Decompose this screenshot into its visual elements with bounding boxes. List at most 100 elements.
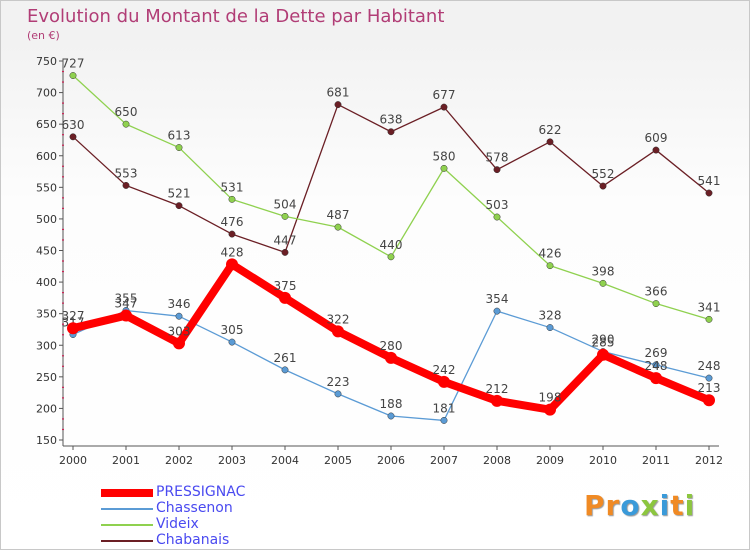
data-point [281, 212, 289, 220]
x-tick-label: 2000 [59, 454, 87, 467]
data-label: 681 [327, 86, 350, 100]
data-label: 578 [486, 151, 509, 165]
data-point [652, 361, 660, 369]
data-point [332, 325, 344, 338]
data-point [599, 279, 607, 287]
data-point [440, 164, 448, 172]
data-label: 285 [592, 336, 615, 350]
data-label: 322 [327, 312, 350, 326]
data-label: 269 [645, 346, 668, 360]
data-label: 398 [592, 264, 615, 278]
data-point [599, 182, 607, 190]
y-tick-label: 600 [36, 150, 57, 163]
data-point [385, 351, 397, 364]
data-point [69, 72, 77, 79]
data-label: 553 [115, 166, 138, 180]
data-label: 355 [115, 292, 138, 306]
data-point [387, 253, 395, 261]
y-tick-label: 550 [36, 181, 57, 194]
x-tick-label: 2001 [112, 454, 140, 467]
data-point [67, 322, 79, 335]
x-tick-label: 2012 [695, 454, 723, 467]
data-label: 503 [486, 198, 509, 212]
x-tick-label: 2011 [642, 454, 670, 467]
x-tick-label: 2010 [589, 454, 617, 467]
data-point [334, 223, 342, 231]
logo-letter: x [640, 489, 660, 522]
data-point [334, 101, 342, 109]
data-point [228, 338, 236, 346]
data-point [69, 133, 77, 141]
data-label: 328 [539, 309, 562, 323]
logo-letter: i [659, 489, 671, 522]
data-point [440, 103, 448, 111]
data-label: 223 [327, 375, 350, 389]
data-label: 354 [486, 292, 509, 306]
data-point [281, 248, 289, 256]
data-label: 248 [698, 359, 721, 373]
data-label: 476 [221, 215, 244, 229]
data-label: 248 [645, 359, 668, 373]
data-point [387, 128, 395, 136]
logo-letter: i [684, 489, 696, 522]
data-point [440, 416, 448, 424]
data-label: 213 [698, 381, 721, 395]
y-tick-label: 300 [36, 339, 57, 352]
y-tick-label: 700 [36, 87, 57, 100]
legend-swatch [101, 540, 153, 542]
data-label: 613 [168, 129, 191, 143]
y-tick-label: 450 [36, 245, 57, 258]
data-label: 638 [380, 113, 403, 127]
data-point [120, 309, 132, 322]
x-tick-label: 2007 [430, 454, 458, 467]
data-label: 375 [274, 279, 297, 293]
data-point [491, 394, 503, 407]
data-label: 242 [433, 363, 456, 377]
data-point [544, 403, 556, 416]
data-point [175, 144, 183, 151]
data-label: 347 [115, 297, 138, 311]
data-label: 261 [274, 351, 297, 365]
data-label: 521 [168, 187, 191, 201]
data-point [175, 312, 183, 320]
logo-letter: o [620, 489, 641, 522]
data-label: 677 [433, 88, 456, 102]
x-tick-label: 2005 [324, 454, 352, 467]
logo-letter: P [584, 489, 606, 522]
data-label: 487 [327, 208, 350, 222]
y-tick-label: 400 [36, 276, 57, 289]
data-label: 580 [433, 149, 456, 163]
x-tick-label: 2002 [165, 454, 193, 467]
data-label: 428 [221, 245, 244, 259]
data-label: 327 [62, 309, 85, 323]
data-label: 650 [115, 105, 138, 119]
data-label: 531 [221, 180, 244, 194]
data-point [493, 213, 501, 221]
legend-label: PRESSIGNAC [156, 484, 246, 500]
data-point [703, 394, 715, 407]
data-label: 727 [62, 57, 85, 71]
data-label: 630 [62, 118, 85, 132]
legend-label: Chabanais [156, 532, 230, 548]
data-point [652, 300, 660, 308]
x-tick-label: 2003 [218, 454, 246, 467]
data-label: 426 [539, 247, 562, 261]
data-point [281, 366, 289, 374]
data-label: 440 [380, 238, 403, 252]
x-tick-label: 2008 [483, 454, 511, 467]
data-label: 188 [380, 397, 403, 411]
data-point [705, 315, 713, 323]
data-point [226, 258, 238, 271]
y-tick-label: 200 [36, 402, 57, 415]
proxiti-logo: Proxiti [584, 489, 695, 522]
legend-swatch [101, 489, 153, 497]
data-label: 198 [539, 391, 562, 405]
data-label: 504 [274, 197, 297, 211]
legend-label: Videix [156, 516, 199, 532]
x-tick-label: 2009 [536, 454, 564, 467]
data-point [228, 195, 236, 203]
data-point [493, 307, 501, 315]
data-point [122, 120, 130, 128]
